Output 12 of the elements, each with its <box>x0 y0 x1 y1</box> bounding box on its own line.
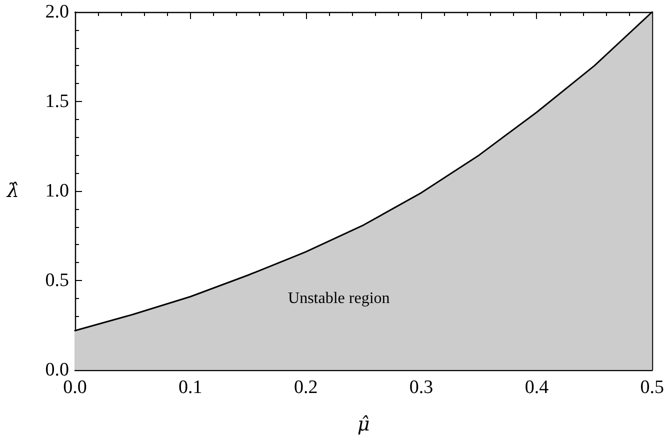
x-tick-label: 0.4 <box>524 377 550 398</box>
y-axis-title: λ̂ <box>6 180 19 202</box>
y-tick-label: 1.5 <box>45 91 69 112</box>
y-tick-label: 1.0 <box>45 180 69 202</box>
x-axis-title: μ̂ <box>357 414 370 436</box>
annotation: Unstable region <box>288 290 390 307</box>
x-tick-label: 0.5 <box>640 377 664 398</box>
y-tick-label: 2.0 <box>45 2 69 22</box>
x-tick-label: 0.2 <box>294 377 318 398</box>
x-tick-label: 0.3 <box>409 377 434 398</box>
y-tick-label: 0.5 <box>45 270 69 291</box>
x-tick-label: 0.1 <box>178 377 202 398</box>
